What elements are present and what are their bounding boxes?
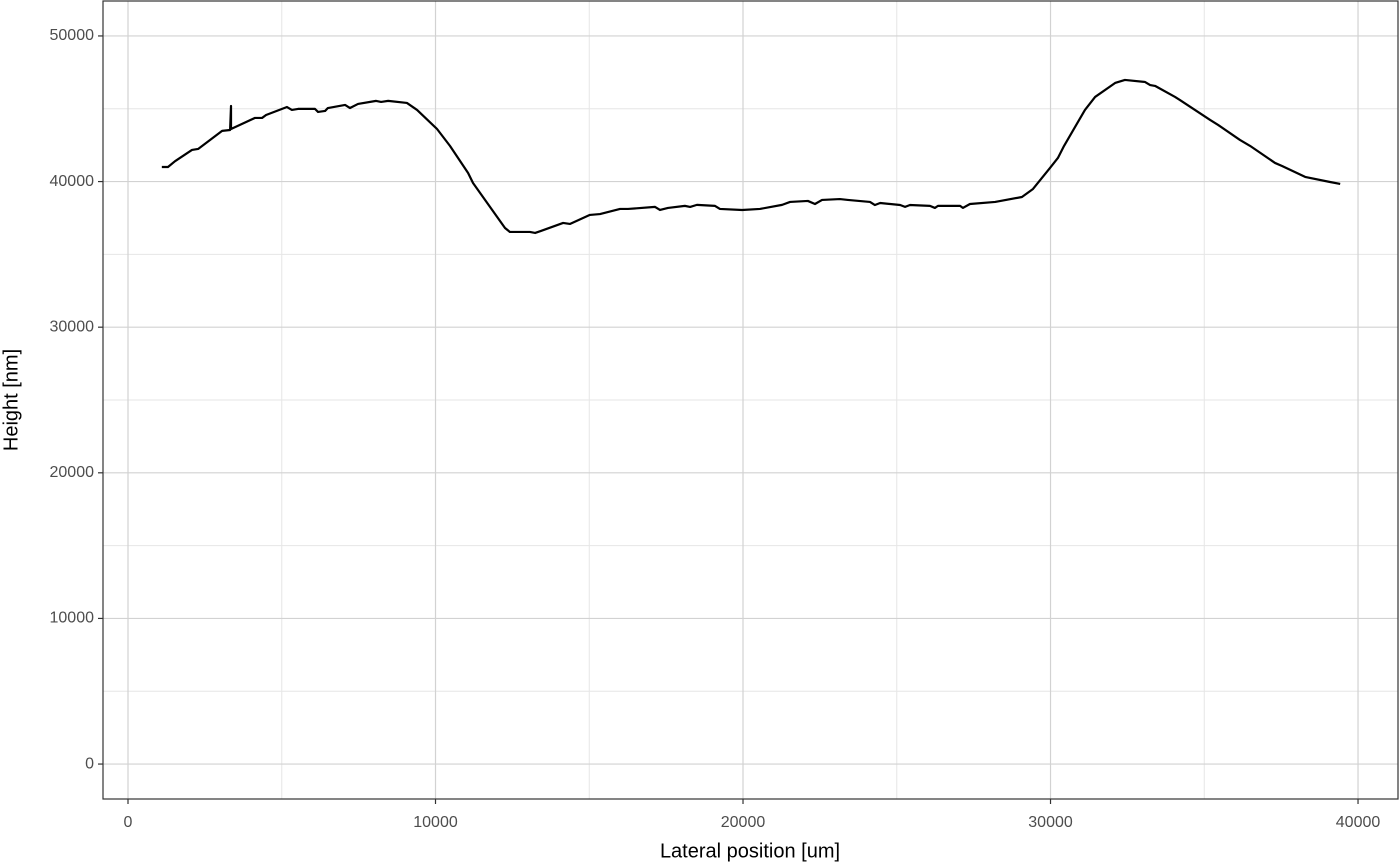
x-tick-label: 0: [124, 814, 133, 831]
y-tick-label: 20000: [50, 464, 95, 481]
x-tick-label: 10000: [413, 814, 458, 831]
y-tick-label: 30000: [50, 318, 95, 335]
x-tick-label: 40000: [1336, 814, 1381, 831]
y-tick-label: 40000: [50, 173, 95, 190]
y-axis-title: Height [nm]: [0, 349, 22, 451]
x-tick-label: 20000: [721, 814, 766, 831]
y-tick-label: 10000: [50, 610, 95, 627]
y-tick-label: 50000: [50, 27, 95, 44]
panel-border: [102, 0, 1399, 800]
y-tick-label: 0: [85, 755, 94, 772]
data-line: [161, 78, 1341, 235]
x-axis-title: Lateral position [um]: [660, 840, 840, 862]
x-tick-label: 30000: [1028, 814, 1073, 831]
